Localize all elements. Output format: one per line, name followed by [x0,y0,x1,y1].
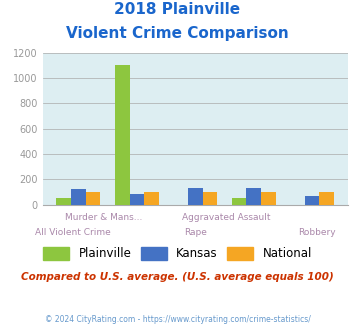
Text: Aggravated Assault: Aggravated Assault [181,213,270,222]
Text: 2018 Plainville: 2018 Plainville [114,2,241,16]
Text: All Violent Crime: All Violent Crime [35,228,111,237]
Bar [188,188,203,205]
Bar [130,194,144,205]
Legend: Plainville, Kansas, National: Plainville, Kansas, National [38,242,317,265]
Bar [305,196,320,205]
Text: Murder & Mans...: Murder & Mans... [65,213,142,222]
Text: © 2024 CityRating.com - https://www.cityrating.com/crime-statistics/: © 2024 CityRating.com - https://www.city… [45,315,310,324]
Bar [71,189,86,205]
Bar [115,65,130,205]
Bar [144,192,159,205]
Bar [320,192,334,205]
Bar [56,198,71,205]
Bar [232,198,246,205]
Bar [261,192,275,205]
Text: Violent Crime Comparison: Violent Crime Comparison [66,26,289,41]
Text: Compared to U.S. average. (U.S. average equals 100): Compared to U.S. average. (U.S. average … [21,272,334,282]
Bar [86,192,100,205]
Bar [246,188,261,205]
Bar [203,192,217,205]
Text: Rape: Rape [184,228,207,237]
Text: Robbery: Robbery [299,228,336,237]
